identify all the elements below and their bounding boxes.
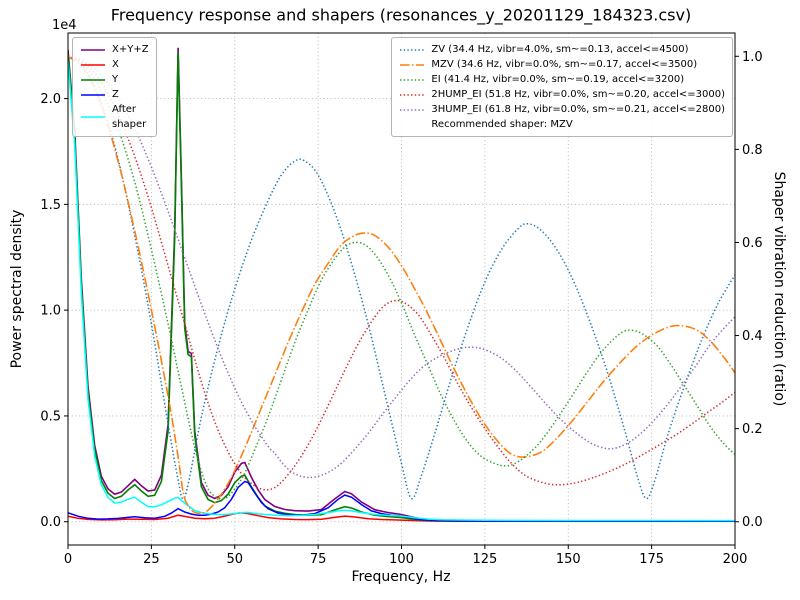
series-group [68, 47, 735, 523]
legend-item: 3HUMP_EI (61.8 Hz, vibr=0.0%, sm~=0.21, … [399, 102, 725, 117]
tick-label: 0.6 [742, 236, 763, 251]
legend-label: 2HUMP_EI (51.8 Hz, vibr=0.0%, sm~=0.20, … [431, 89, 725, 100]
legend-swatch-line-icon [400, 78, 425, 81]
legend-item: 2HUMP_EI (51.8 Hz, vibr=0.0%, sm~=0.20, … [399, 87, 725, 102]
legend-label: MZV (34.6 Hz, vibr=0.0%, sm~=0.17, accel… [431, 59, 698, 70]
legend-swatch-line-icon [400, 93, 425, 96]
legend-swatch-line-icon [81, 78, 105, 81]
legend-label: X [112, 59, 119, 70]
legend-label: EI (41.4 Hz, vibr=0.0%, sm~=0.19, accel<… [431, 74, 685, 85]
legend-label: ZV (34.4 Hz, vibr=4.0%, sm~=0.13, accel<… [431, 44, 689, 55]
tick-label: 50 [226, 552, 243, 567]
tick-label: 1.0 [742, 50, 763, 65]
legend-label: 3HUMP_EI (61.8 Hz, vibr=0.0%, sm~=0.21, … [431, 104, 725, 115]
tick-label: 125 [472, 552, 497, 567]
tick-label: 0.5 [40, 409, 61, 424]
series-after-shaper [68, 60, 735, 522]
legend-label: X+Y+Z [112, 44, 149, 55]
legend-item: Y [80, 72, 149, 87]
legend-item: After shaper [80, 102, 149, 132]
series-z [68, 480, 735, 522]
series-mzv [68, 55, 735, 515]
tick-label: 0.4 [742, 329, 763, 344]
chart-title: Frequency response and shapers (resonanc… [110, 5, 692, 25]
legend-swatch-line-icon [400, 63, 425, 66]
tick-label: 200 [723, 552, 748, 567]
left-axis-label: Power spectral density [9, 209, 25, 369]
series-ei [68, 55, 735, 500]
legend-item: EI (41.4 Hz, vibr=0.0%, sm~=0.19, accel<… [399, 72, 725, 87]
tick-label: 25 [143, 552, 160, 567]
legend-item: ZV (34.4 Hz, vibr=4.0%, sm~=0.13, accel<… [399, 42, 725, 57]
series-x [68, 511, 735, 523]
tick-label: 1.5 [40, 198, 61, 213]
legend-label: Y [112, 74, 119, 85]
legend-label: After shaper [112, 104, 147, 130]
legend-swatch-line-icon [400, 108, 425, 111]
legend-item: MZV (34.6 Hz, vibr=0.0%, sm~=0.17, accel… [399, 57, 725, 72]
legend-swatch-line-icon [81, 63, 105, 66]
legend-footer: Recommended shaper: MZV [399, 117, 725, 132]
axis-ticks [64, 55, 739, 549]
tick-label: 175 [639, 552, 664, 567]
legend-swatch-line-icon [81, 48, 105, 51]
legend-item: Z [80, 87, 149, 102]
legend-swatch-line-icon [400, 48, 425, 51]
legend-shapers: ZV (34.4 Hz, vibr=4.0%, sm~=0.13, accel<… [391, 37, 733, 137]
x-axis-label: Frequency, Hz [351, 569, 451, 585]
tick-label: 1.0 [40, 304, 61, 319]
legend-item: X+Y+Z [80, 42, 149, 57]
legend-psd: X+Y+Z X Y Z After shaper [72, 37, 157, 137]
tick-label: 100 [389, 552, 414, 567]
legend-swatch-line-icon [81, 116, 105, 118]
legend-item: X [80, 57, 149, 72]
tick-label: 0.0 [40, 515, 61, 530]
recommended-shaper-text: Recommended shaper: MZV [431, 119, 573, 130]
axis-offset-text: 1e4 [52, 18, 77, 33]
series-y [68, 51, 735, 522]
series-3hump_ei [68, 55, 735, 479]
series-2hump_ei [68, 55, 735, 491]
series-zv [68, 55, 735, 500]
legend-swatch-line-icon [81, 93, 105, 96]
tick-label: 2.0 [40, 92, 61, 107]
legend-label: Z [112, 89, 119, 100]
tick-label: 0.0 [742, 515, 763, 530]
tick-label: 150 [556, 552, 581, 567]
tick-label: 0.8 [742, 143, 763, 158]
tick-label: 0 [64, 552, 72, 567]
right-axis-label: Shaper vibration reduction (ratio) [771, 171, 787, 407]
tick-label: 75 [310, 552, 327, 567]
tick-label: 0.2 [742, 422, 763, 437]
